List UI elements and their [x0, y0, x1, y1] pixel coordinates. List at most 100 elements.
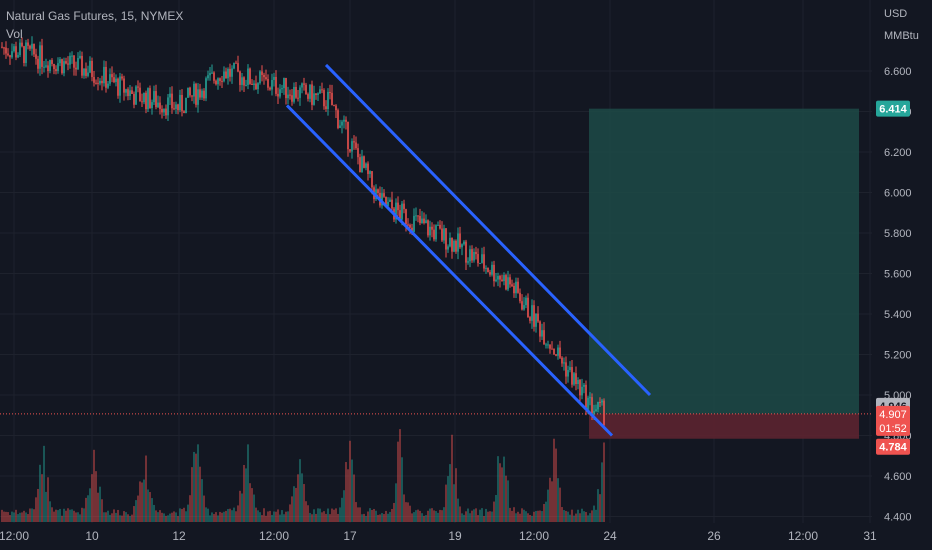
candle-body	[219, 78, 221, 81]
volume-bar	[315, 513, 317, 522]
candle-body	[555, 354, 557, 356]
candle-body	[523, 305, 525, 310]
channel-lower-line	[285, 104, 614, 437]
candle-body	[323, 90, 325, 107]
volume-bar	[173, 511, 175, 522]
candle-body	[367, 163, 369, 174]
volume-bar	[353, 474, 355, 522]
candle-body	[25, 42, 27, 63]
candle-body	[331, 92, 333, 106]
volume-bar	[375, 510, 377, 522]
candle-body	[435, 225, 437, 240]
volume-bar	[387, 513, 389, 522]
candle-body	[159, 102, 161, 109]
candle-body	[545, 344, 547, 346]
volume-bar	[253, 494, 255, 522]
volume-bar	[127, 514, 129, 522]
volume-bar	[219, 511, 221, 522]
volume-bar	[25, 512, 27, 522]
candle-body	[521, 301, 523, 310]
candle-body	[571, 367, 573, 385]
candle-body	[91, 60, 93, 78]
volume-bar	[557, 478, 559, 522]
candle-body	[175, 104, 177, 109]
time-tick-label: 12:00	[788, 529, 818, 543]
volume-bar	[559, 487, 561, 522]
volume-bar	[469, 513, 471, 522]
candle-body	[41, 45, 43, 67]
volume-bar	[451, 434, 453, 522]
volume-bar	[43, 445, 45, 522]
volume-bar	[99, 486, 101, 522]
volume-bar	[113, 509, 115, 522]
volume-bar	[57, 510, 59, 522]
volume-bar	[167, 515, 169, 522]
candle-body	[59, 59, 61, 64]
candle-body	[273, 76, 275, 80]
volume-bar	[323, 511, 325, 522]
candle-body	[339, 125, 341, 128]
volume-bar	[581, 508, 583, 522]
candle-body	[169, 93, 171, 98]
volume-bar	[87, 495, 89, 522]
time-tick-label: 12:00	[259, 529, 289, 543]
volume-bar	[341, 497, 343, 522]
price-tick-label: 5.600	[884, 269, 912, 281]
candle-body	[239, 71, 241, 85]
volume-bar	[157, 512, 159, 522]
volume-bar	[245, 468, 247, 522]
candle-body	[9, 55, 11, 58]
candle-body	[449, 237, 451, 247]
volume-bar	[131, 514, 133, 522]
candle-body	[93, 77, 95, 83]
volume-bar	[513, 507, 515, 522]
time-tick-label: 12	[172, 529, 186, 543]
volume-bar	[305, 501, 307, 522]
volume-bar	[351, 459, 353, 522]
volume-bar	[485, 508, 487, 522]
volume-bar	[73, 510, 75, 522]
volume-bar	[195, 453, 197, 522]
volume-bar	[163, 513, 165, 522]
loss-zone	[589, 413, 859, 439]
candle-body	[19, 42, 21, 56]
volume-bar	[417, 509, 419, 522]
candle-body	[233, 62, 235, 69]
volume-bar	[511, 510, 513, 522]
volume-bar	[449, 464, 451, 522]
candle-body	[511, 284, 513, 286]
candle-body	[245, 84, 247, 86]
candle-body	[253, 83, 255, 86]
volume-bar	[367, 511, 369, 522]
candle-body	[77, 58, 79, 70]
volume-bar	[185, 511, 187, 522]
last-price-bg	[876, 405, 910, 436]
volume-bar	[171, 512, 173, 522]
volume-bar	[421, 513, 423, 522]
volume-bar	[415, 510, 417, 522]
candle-body	[99, 80, 101, 84]
volume-bar	[161, 512, 163, 522]
candle-body	[43, 66, 45, 68]
candle-body	[275, 76, 277, 94]
volume-bar	[527, 513, 529, 522]
volume-bar	[359, 507, 361, 522]
volume-bar	[589, 513, 591, 522]
candle-body	[153, 91, 155, 103]
stop-price-label-bg	[876, 438, 910, 455]
volume-bar	[19, 512, 21, 522]
candle-body	[261, 71, 263, 75]
candle-body	[251, 83, 253, 86]
volume-bar	[263, 508, 265, 522]
volume-bar	[177, 515, 179, 522]
candle-body	[529, 317, 531, 321]
candle-body	[395, 202, 397, 220]
candle-body	[503, 275, 505, 282]
volume-bar	[235, 511, 237, 522]
volume-bar	[231, 510, 233, 522]
volume-bar	[325, 513, 327, 522]
volume-bar	[423, 515, 425, 522]
volume-indicator-label: Vol	[6, 27, 23, 41]
volume-bar	[5, 511, 7, 522]
